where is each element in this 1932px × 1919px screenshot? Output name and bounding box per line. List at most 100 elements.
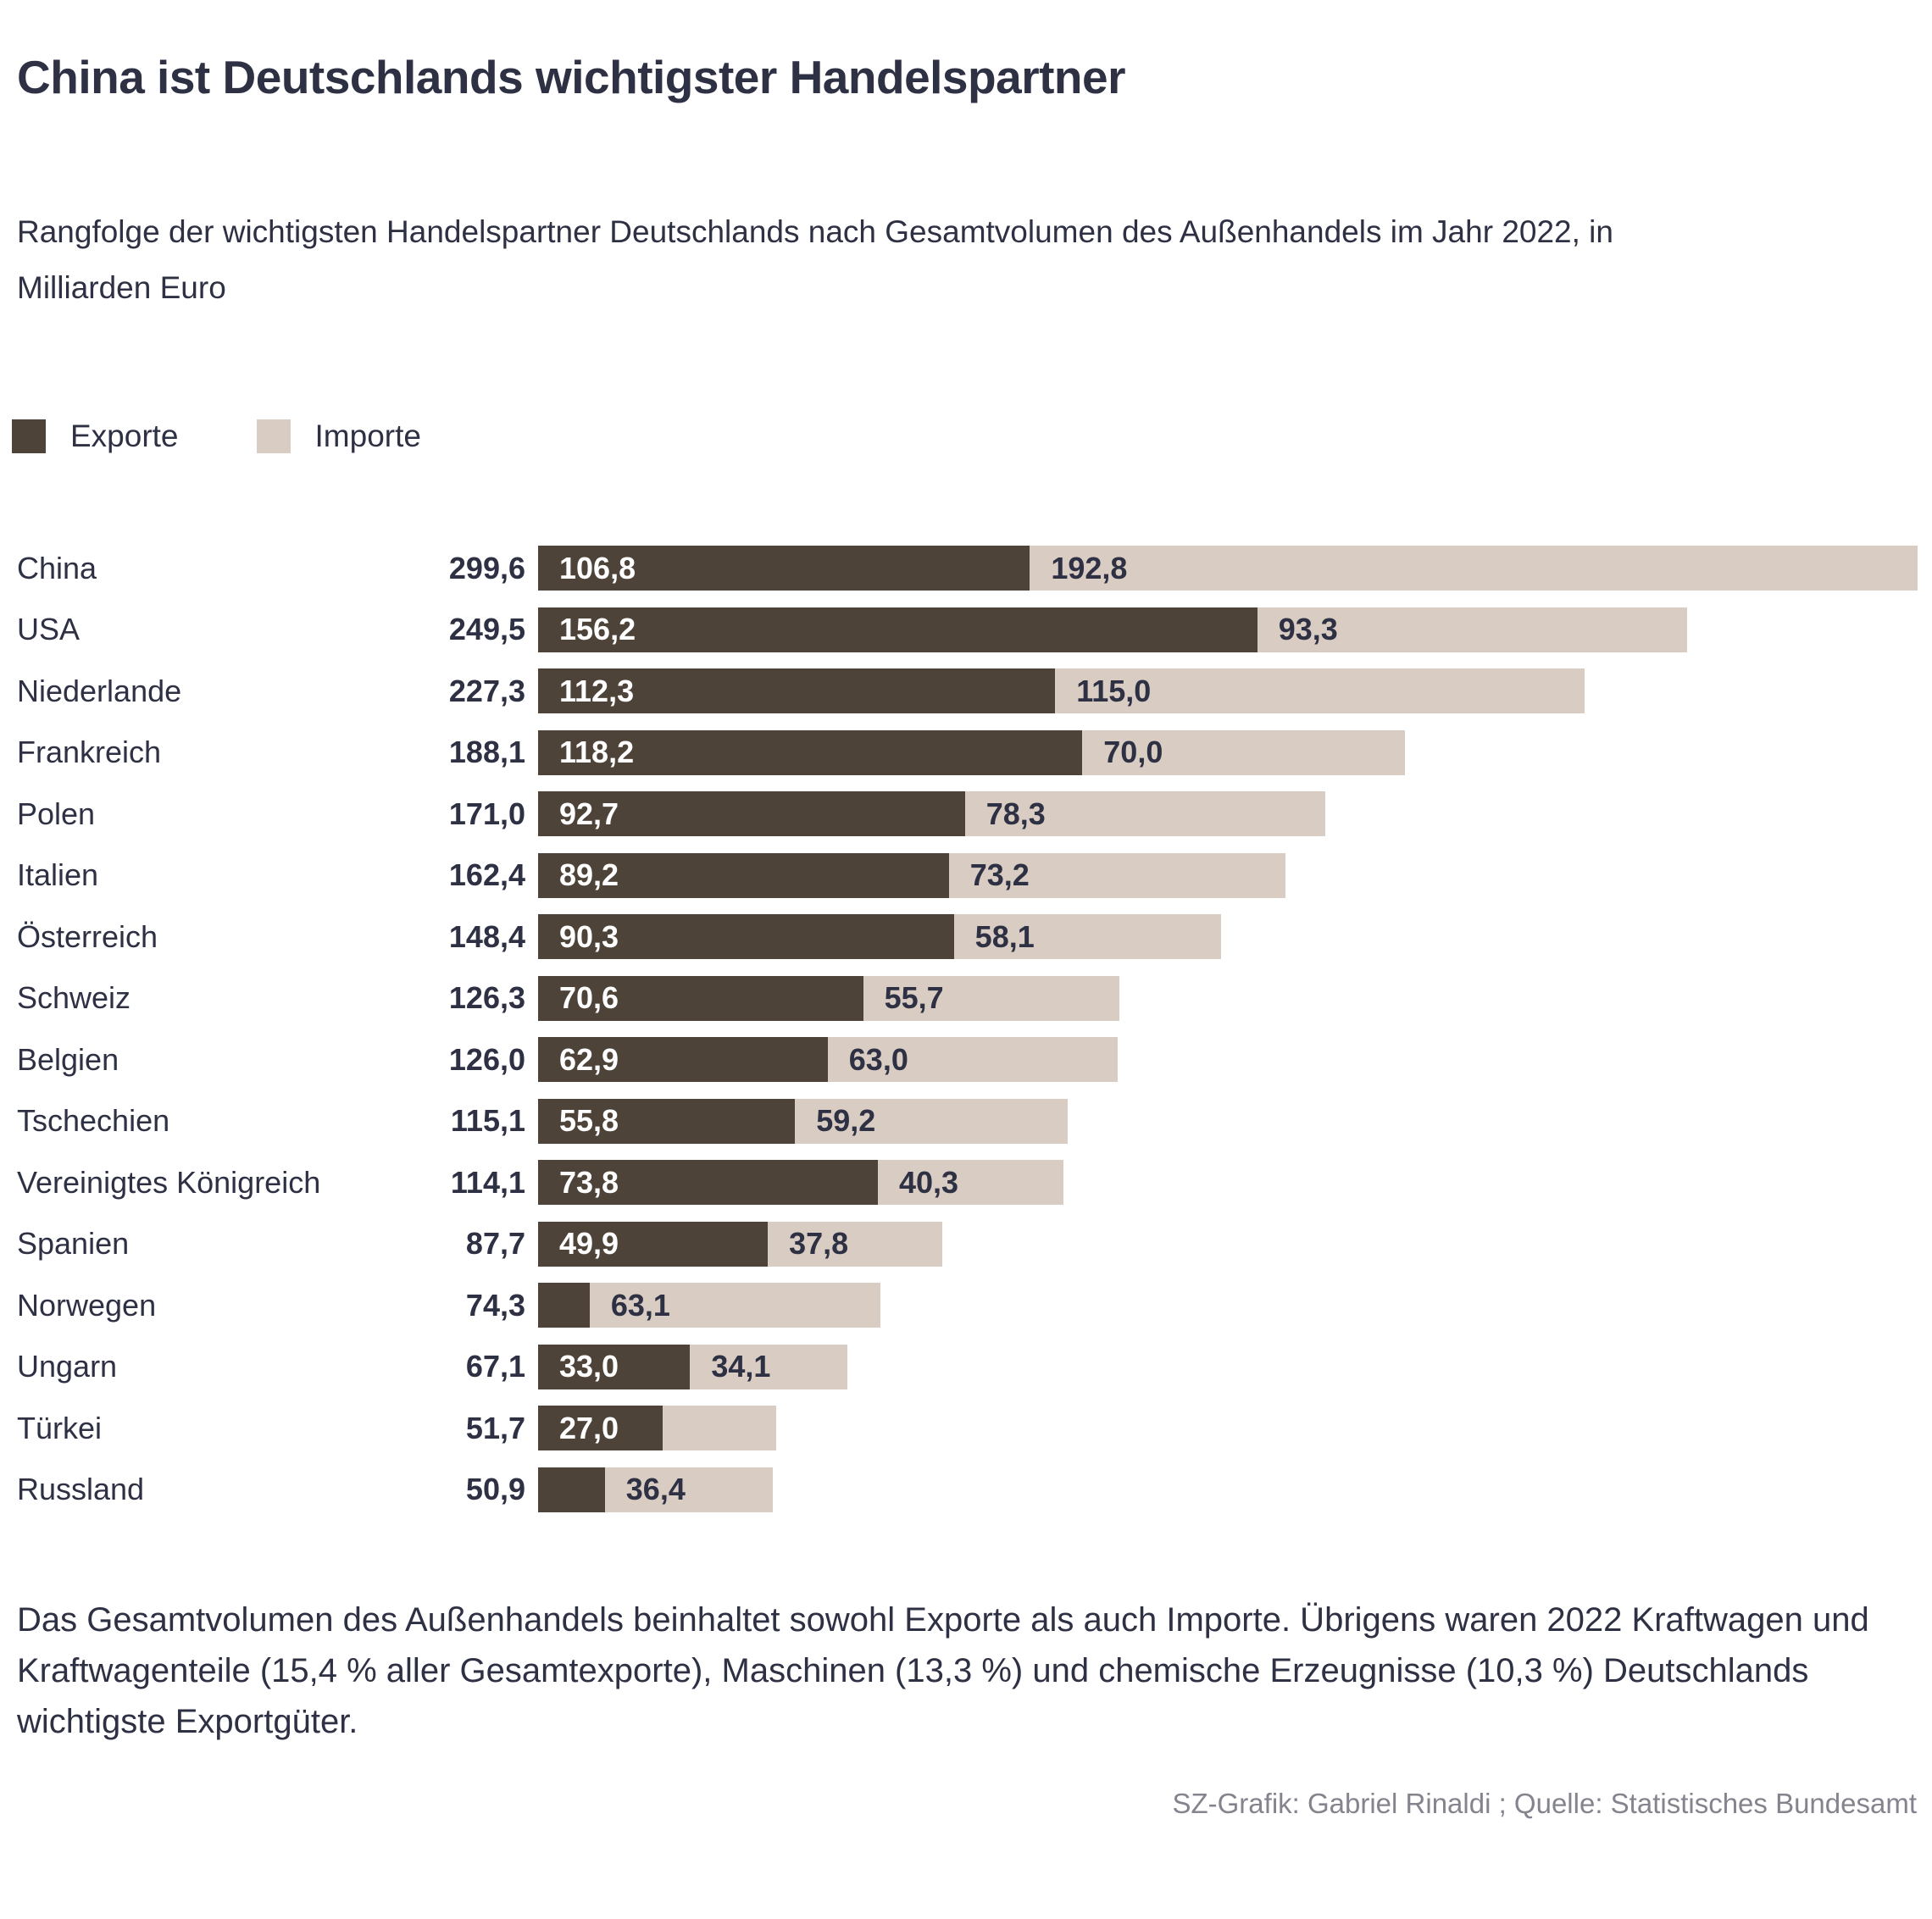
export-value-label: 112,3 [559,673,635,708]
import-value-label: 34,1 [711,1349,771,1384]
bar-track: 70,6 55,7 [538,975,1918,1021]
import-value-label: 55,7 [884,980,944,1015]
import-bar: 63,0 [827,1037,1119,1082]
chart-subtitle: Rangfolge der wichtigsten Handelspartner… [17,214,1613,306]
bar-track: 156,2 93,3 [538,607,1918,652]
country-label: Frankreich [17,735,162,769]
import-bar: 63,1 [589,1283,880,1328]
export-bar: 156,2 [538,607,1257,652]
infographic: China ist Deutschlands wichtigster Hande… [0,51,1932,1919]
total-value-label: 115,1 [450,1103,525,1138]
bar-track: 89,2 73,2 [538,852,1918,898]
import-bar: 55,7 [863,975,1120,1021]
export-value-label: 33,0 [559,1349,619,1384]
export-bar: 112,3 [538,668,1056,713]
chart-row: Schweiz 126,3 70,6 55,7 [0,968,1918,1029]
country-label: USA [17,612,80,646]
country-label: Polen [17,796,96,831]
country-label: Schweiz [17,980,131,1015]
import-value-label: 36,4 [625,1472,686,1506]
import-bar: 93,3 [1257,607,1687,652]
import-bar: 58,1 [953,914,1222,959]
total-value-label: 188,1 [448,735,525,769]
country-label: Ungarn [17,1349,118,1384]
bar-track: 112,3 115,0 [538,668,1918,713]
country-label: Vereinigtes Königreich [17,1164,321,1200]
bar-track: 73,8 40,3 [538,1160,1918,1205]
chart-row: Türkei 51,7 27,0 [0,1397,1918,1459]
import-bar: 37,8 [768,1221,942,1267]
import-bar: 192,8 [1030,546,1918,591]
import-bar: 73,2 [948,852,1286,898]
chart-row: Polen 171,0 92,7 78,3 [0,783,1918,845]
total-value-label: 67,1 [465,1349,525,1384]
chart-row: Russland 50,9 36,4 [0,1459,1918,1521]
country-label: Italien [17,857,99,892]
export-bar: 92,7 [538,791,965,836]
export-bar: 33,0 [538,1344,691,1389]
country-label: Belgien [17,1041,119,1077]
import-value-label: 73,2 [969,857,1030,892]
chart-row: USA 249,5 156,2 93,3 [0,599,1918,661]
total-value-label: 114,1 [450,1164,525,1200]
export-value-label: 92,7 [559,796,619,831]
export-bar: 106,8 [538,546,1030,591]
export-value-label: 118,2 [559,735,635,769]
export-value-label: 49,9 [559,1226,619,1261]
source-credit: SZ-Grafik: Gabriel Rinaldi ; Quelle: Sta… [1172,1788,1917,1820]
total-value-label: 227,3 [448,673,525,708]
export-value-label: 73,8 [559,1164,619,1200]
total-value-label: 148,4 [448,918,525,954]
bar-track: 62,9 63,0 [538,1037,1918,1082]
export-bar: 70,6 [538,975,863,1021]
chart-row: Ungarn 67,1 33,0 34,1 [0,1336,1918,1398]
bar-track: 36,4 [538,1467,1918,1512]
import-value-label: 70,0 [1103,735,1163,769]
country-label: China [17,550,97,585]
legend: Exporte Importe [12,419,1915,454]
total-value-label: 249,5 [448,612,525,646]
bar-track: 92,7 78,3 [538,791,1918,836]
total-value-label: 299,6 [448,550,525,585]
chart-row: Frankreich 188,1 118,2 70,0 [0,722,1918,784]
country-label: Russland [17,1472,145,1506]
import-value-label: 63,0 [848,1041,908,1077]
page-title: China ist Deutschlands wichtigster Hande… [17,51,1126,103]
import-bar: 59,2 [795,1098,1068,1144]
chart-row: Niederlande 227,3 112,3 115,0 [0,660,1918,722]
country-label: Tschechien [17,1103,170,1138]
export-value-label: 70,6 [559,980,619,1015]
export-value-label: 106,8 [559,550,636,585]
total-value-label: 171,0 [448,796,525,831]
chart-row: Österreich 148,4 90,3 58,1 [0,906,1918,968]
import-value-label: 192,8 [1051,550,1128,585]
export-bar [538,1467,605,1512]
chart-row: Tschechien 115,1 55,8 59,2 [0,1090,1918,1152]
total-value-label: 50,9 [465,1472,525,1506]
export-bar [538,1283,590,1328]
footnote-text: Das Gesamtvolumen des Außenhandels beinh… [17,1601,1869,1741]
import-value-label: 40,3 [899,1164,959,1200]
export-bar: 73,8 [538,1160,879,1205]
export-legend-label: Exporte [70,419,179,454]
legend-group-import: Importe [256,419,421,454]
import-bar: 40,3 [878,1160,1063,1205]
import-value-label: 115,0 [1076,673,1152,708]
import-value-label: 59,2 [816,1103,876,1138]
import-value-label: 93,3 [1278,612,1338,646]
total-value-label: 74,3 [465,1287,525,1323]
total-value-label: 162,4 [448,857,525,892]
bar-track: 118,2 70,0 [538,729,1918,775]
import-value-label: 78,3 [985,796,1046,831]
export-bar: 55,8 [538,1098,796,1144]
bar-track: 49,9 37,8 [538,1221,1918,1267]
total-value-label: 51,7 [465,1410,525,1445]
chart-row: Norwegen 74,3 63,1 [0,1274,1918,1336]
bar-chart: China 299,6 106,8 192,8 USA 249,5 156,2 93,3 Nie… [0,537,1932,1520]
country-label: Spanien [17,1226,130,1261]
export-bar: 62,9 [538,1037,828,1082]
export-value-label: 90,3 [559,918,619,954]
import-bar [662,1406,776,1450]
import-legend-label: Importe [314,419,421,454]
import-value-label: 37,8 [789,1226,849,1261]
